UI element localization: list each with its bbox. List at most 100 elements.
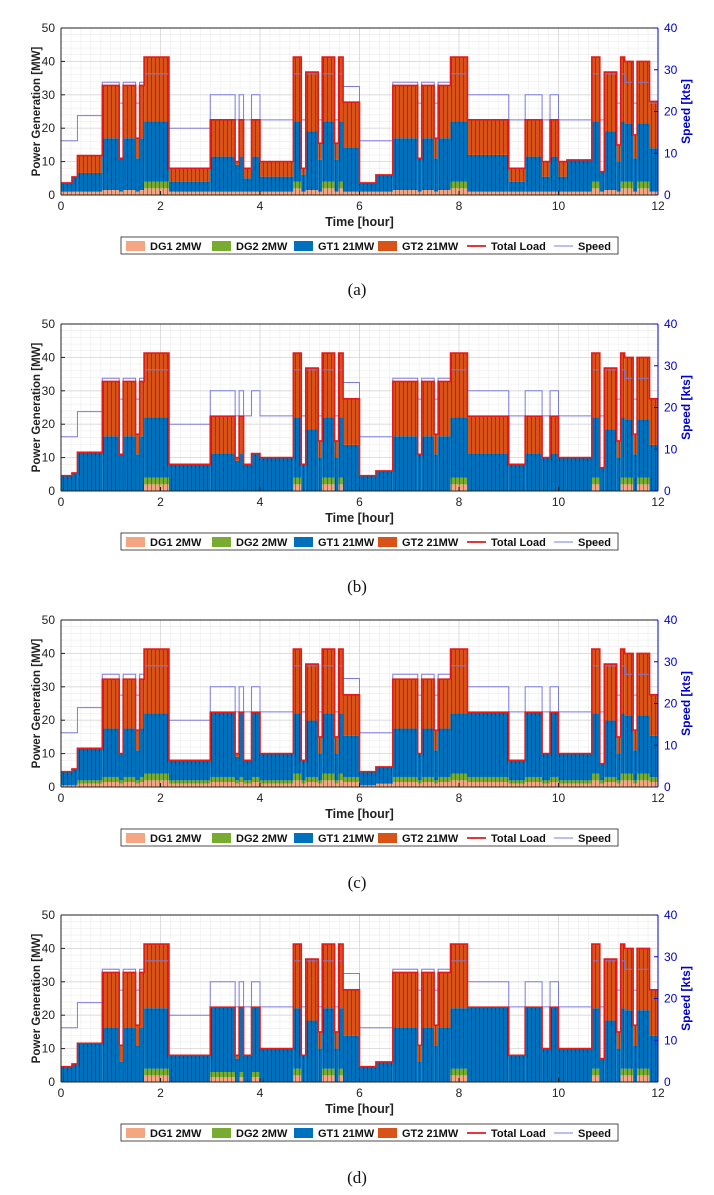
bar-gt2-hatch — [633, 134, 638, 159]
bar-dg1-hatch — [343, 781, 360, 787]
y-tick-label: 20 — [42, 1008, 56, 1022]
bar-dg1-hatch — [322, 484, 335, 491]
y2-axis-title: Speed [kts] — [679, 966, 693, 1031]
bar-gt2-hatch — [434, 1025, 439, 1046]
bar-gt1-hatch — [558, 1048, 567, 1082]
bar-gt1-hatch — [135, 454, 140, 491]
bar-dg1-hatch — [438, 781, 451, 787]
bar-dg1-hatch — [260, 191, 294, 195]
bar-gt1-hatch — [450, 417, 468, 478]
bar-gt2-hatch — [210, 119, 236, 157]
bar-gt1-hatch — [525, 712, 543, 777]
bar-gt1-hatch — [260, 457, 294, 491]
bar-dg1-hatch — [566, 783, 592, 787]
bar-gt2-hatch — [616, 144, 621, 162]
total-load-line — [61, 56, 658, 184]
bar-dg2-hatch — [144, 181, 169, 189]
bar-dg2-hatch — [392, 776, 418, 782]
bar-gt2-hatch — [438, 972, 451, 1028]
bar-gt1-hatch — [77, 172, 103, 192]
bar-dg1-hatch — [123, 781, 136, 787]
bar-dg2-hatch — [591, 181, 600, 189]
bar-dg2-hatch — [239, 1071, 244, 1077]
bar-dg1-hatch — [649, 781, 658, 787]
bar-gt2-hatch — [322, 353, 335, 418]
bar-gt1-hatch — [417, 158, 422, 192]
bar-dg1-hatch — [243, 783, 252, 787]
bar-dg1-hatch — [558, 191, 567, 195]
x-tick-label: 4 — [257, 1086, 264, 1100]
bar-dg1-hatch — [318, 783, 323, 787]
bar-dg1-hatch — [305, 781, 319, 787]
bar-dg1-hatch — [508, 191, 526, 195]
bar-gt2-hatch — [392, 381, 418, 437]
x-tick-label: 10 — [552, 1086, 566, 1100]
bar-dg1-hatch — [322, 188, 335, 195]
bar-dg2-hatch — [293, 477, 302, 485]
bar-gt2-hatch — [591, 353, 600, 418]
bar-gt2-hatch — [616, 736, 621, 754]
bar-dg2-hatch — [77, 780, 103, 784]
bar-dg2-hatch — [558, 780, 567, 784]
bar-gt1-hatch — [135, 158, 140, 192]
bar-gt2-hatch — [139, 381, 145, 437]
legend-label: GT1 21MW — [318, 241, 375, 253]
bar-gt1-hatch — [624, 419, 634, 478]
total-load-line — [61, 943, 658, 1068]
bar-dg1-hatch — [620, 780, 625, 787]
bar-gt2-hatch — [123, 679, 136, 729]
bar-gt1-hatch — [318, 457, 323, 491]
bar-gt2-hatch — [525, 119, 543, 157]
bar-gt1-hatch — [359, 1066, 376, 1082]
y2-tick-label: 30 — [664, 359, 678, 373]
y-tick-label: 0 — [48, 484, 55, 498]
bar-dg1-hatch — [210, 1076, 236, 1082]
bar-dg1-hatch — [525, 781, 543, 787]
bar-gt1-hatch — [525, 156, 543, 192]
y2-tick-label: 40 — [664, 317, 678, 331]
bar-dg1-hatch — [144, 780, 169, 787]
y2-tick-label: 20 — [664, 697, 678, 711]
bar-dg2-hatch — [322, 181, 335, 189]
bar-gt2-hatch — [525, 416, 543, 454]
bar-gt2-hatch — [624, 357, 634, 420]
total-load-line — [61, 648, 658, 773]
legend-swatch — [126, 833, 145, 843]
bar-gt1-hatch — [338, 121, 344, 182]
bar-gt2-hatch — [604, 959, 617, 1021]
bar-gt1-hatch — [649, 1035, 658, 1082]
y-tick-label: 20 — [42, 713, 56, 727]
bar-gt1-hatch — [542, 753, 551, 781]
bar-dg1-hatch — [318, 191, 323, 195]
bar-gt1-hatch — [243, 760, 252, 781]
bar-gt1-hatch — [239, 453, 244, 491]
bar-gt2-hatch — [421, 381, 435, 437]
legend-box — [120, 1123, 619, 1142]
bar-gt2-hatch — [604, 664, 617, 721]
x-tick-label: 0 — [58, 1086, 65, 1100]
bar-gt1-hatch — [450, 121, 468, 182]
legend-label: GT2 21MW — [402, 1128, 459, 1140]
bar-dg1-hatch — [633, 191, 638, 195]
bar-gt1-hatch — [566, 159, 592, 192]
x-tick-label: 6 — [356, 791, 363, 805]
legend-swatch — [212, 833, 231, 843]
bar-dg1-hatch — [119, 783, 124, 787]
legend-label: Total Load — [491, 833, 546, 845]
bar-dg1-hatch — [624, 484, 634, 491]
bar-gt1-hatch — [637, 1010, 650, 1069]
legend-box — [120, 828, 619, 847]
bar-gt2-hatch — [139, 679, 145, 729]
bar-dg1-hatch — [235, 783, 240, 787]
bar-dg2-hatch — [450, 477, 468, 485]
x-axis-title: Time [hour] — [325, 511, 394, 525]
bar-gt1-hatch — [235, 1058, 240, 1082]
bar-gt2-hatch — [305, 72, 319, 132]
bar-dg2-hatch — [239, 776, 244, 782]
bar-dg2-hatch — [637, 477, 650, 485]
y-tick-label: 40 — [42, 646, 56, 660]
bar-dg1-hatch — [392, 781, 418, 787]
bar-gt2-hatch — [438, 85, 451, 139]
bar-gt1-hatch — [566, 1048, 592, 1082]
